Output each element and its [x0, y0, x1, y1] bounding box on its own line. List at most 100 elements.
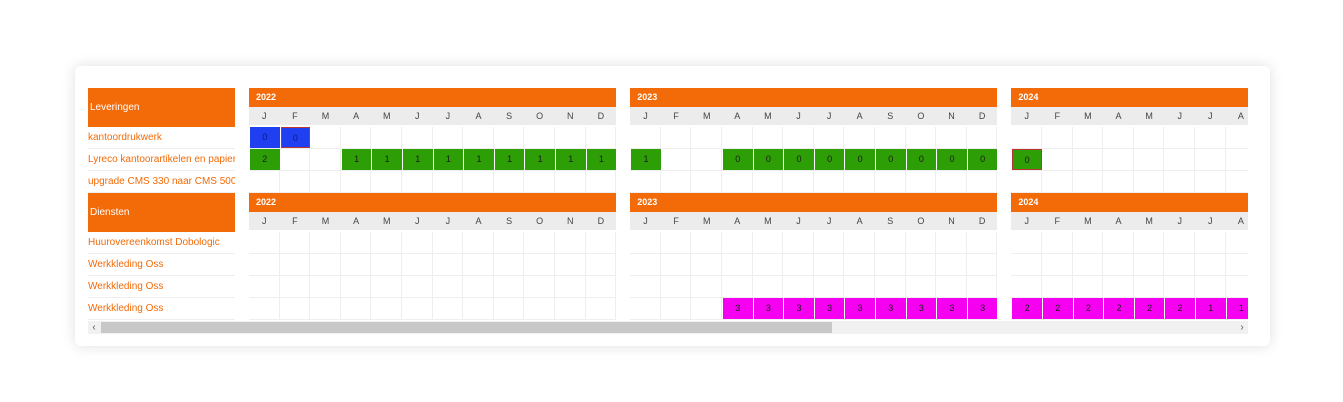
grid-cell[interactable]	[1164, 149, 1195, 171]
gantt-bar[interactable]: 1	[631, 149, 661, 170]
grid-cell[interactable]	[1011, 254, 1042, 276]
grid-cell[interactable]	[722, 276, 753, 298]
grid-cell[interactable]	[1072, 149, 1104, 171]
grid-cell[interactable]	[493, 298, 525, 320]
grid-cell[interactable]	[630, 298, 661, 320]
scrollbar-thumb[interactable]	[101, 322, 832, 333]
grid-cell[interactable]	[402, 127, 433, 149]
grid-cell[interactable]	[905, 276, 937, 298]
grid-cell[interactable]	[1103, 276, 1134, 298]
gantt-bar[interactable]: 0	[845, 149, 875, 170]
grid-cell[interactable]	[1133, 127, 1165, 149]
grid-cell[interactable]	[783, 127, 814, 149]
grid-cell[interactable]	[630, 254, 661, 276]
grid-cell[interactable]	[402, 232, 433, 254]
grid-cell[interactable]	[585, 254, 617, 276]
grid-cell[interactable]	[1133, 276, 1165, 298]
grid-cell[interactable]	[493, 276, 525, 298]
grid-cell[interactable]	[340, 298, 372, 320]
gantt-bar[interactable]: 1	[556, 149, 586, 170]
grid-cell[interactable]	[844, 232, 875, 254]
grid-cell[interactable]	[660, 127, 692, 149]
grid-cell[interactable]	[783, 276, 814, 298]
grid-cell[interactable]	[1195, 127, 1226, 149]
grid-cell[interactable]	[249, 276, 280, 298]
grid-cell[interactable]	[691, 171, 722, 193]
grid-cell[interactable]	[310, 149, 341, 171]
gantt-bar[interactable]: 2	[1165, 298, 1195, 319]
grid-cell[interactable]	[722, 254, 753, 276]
gantt-bar[interactable]: 1	[372, 149, 402, 170]
grid-cell[interactable]	[1225, 149, 1248, 171]
gantt-bar[interactable]: 1	[586, 149, 617, 170]
grid-cell[interactable]	[310, 232, 341, 254]
gantt-bar[interactable]: 3	[967, 298, 998, 319]
grid-cell[interactable]	[555, 298, 586, 320]
grid-cell[interactable]	[691, 276, 722, 298]
grid-cell[interactable]	[936, 127, 967, 149]
gantt-bar[interactable]: 0	[250, 127, 280, 148]
grid-cell[interactable]	[1103, 127, 1134, 149]
gantt-bar[interactable]: 1	[525, 149, 555, 170]
grid-cell[interactable]	[371, 276, 402, 298]
row-label-huurovereenkomst[interactable]: Huurovereenkomst Dobologic	[88, 232, 235, 254]
grid-cell[interactable]	[249, 171, 280, 193]
grid-cell[interactable]	[1011, 232, 1042, 254]
grid-cell[interactable]	[524, 276, 555, 298]
grid-cell[interactable]	[310, 127, 341, 149]
grid-cell[interactable]	[660, 232, 692, 254]
grid-cell[interactable]	[340, 254, 372, 276]
grid-cell[interactable]	[585, 127, 617, 149]
grid-cell[interactable]	[813, 232, 845, 254]
grid-cell[interactable]	[585, 232, 617, 254]
grid-cell[interactable]	[1225, 127, 1248, 149]
grid-cell[interactable]	[752, 254, 784, 276]
grid-cell[interactable]	[936, 232, 967, 254]
grid-cell[interactable]	[691, 127, 722, 149]
grid-cell[interactable]	[1042, 127, 1073, 149]
grid-cell[interactable]	[630, 232, 661, 254]
grid-cell[interactable]	[371, 127, 402, 149]
grid-cell[interactable]	[691, 149, 722, 171]
grid-cell[interactable]	[1072, 254, 1104, 276]
gantt-bar[interactable]: 0	[967, 149, 998, 170]
grid-cell[interactable]	[875, 171, 906, 193]
grid-cell[interactable]	[660, 254, 692, 276]
grid-cell[interactable]	[1072, 232, 1104, 254]
row-label-werkkleding-3[interactable]: Werkkleding Oss	[88, 298, 235, 320]
row-label-lyreco[interactable]: Lyreco kantoorartikelen en papier	[88, 149, 235, 171]
gantt-bar[interactable]: 0	[784, 149, 814, 170]
grid-cell[interactable]	[524, 298, 555, 320]
grid-cell[interactable]	[402, 254, 433, 276]
grid-cell[interactable]	[813, 171, 845, 193]
grid-cell[interactable]	[1225, 171, 1248, 193]
grid-cell[interactable]	[340, 232, 372, 254]
grid-cell[interactable]	[432, 232, 464, 254]
grid-cell[interactable]	[279, 232, 311, 254]
grid-cell[interactable]	[1225, 298, 1248, 320]
horizontal-scrollbar[interactable]: ‹ ›	[88, 321, 1248, 334]
grid-cell[interactable]	[432, 276, 464, 298]
grid-cell[interactable]	[844, 276, 875, 298]
grid-cell[interactable]	[1042, 276, 1073, 298]
gantt-bar[interactable]: 0	[753, 149, 784, 170]
grid-cell[interactable]	[524, 254, 555, 276]
grid-cell[interactable]	[340, 127, 372, 149]
grid-cell[interactable]	[249, 232, 280, 254]
grid-cell[interactable]	[660, 298, 692, 320]
row-label-kantoordrukwerk[interactable]: kantoordrukwerk	[88, 127, 235, 149]
grid-cell[interactable]	[585, 276, 617, 298]
gantt-bar[interactable]: 3	[814, 298, 845, 319]
grid-cell[interactable]	[905, 171, 937, 193]
grid-cell[interactable]	[630, 127, 661, 149]
grid-cell[interactable]	[844, 171, 875, 193]
grid-cell[interactable]	[1133, 149, 1165, 171]
grid-cell[interactable]	[875, 232, 906, 254]
grid-cell[interactable]	[783, 171, 814, 193]
grid-cell[interactable]	[279, 276, 311, 298]
row-label-upgrade-cms[interactable]: upgrade CMS 330 naar CMS 500	[88, 171, 235, 193]
row-label-werkkleding-2[interactable]: Werkkleding Oss	[88, 276, 235, 298]
grid-cell[interactable]	[555, 232, 586, 254]
grid-cell[interactable]	[432, 254, 464, 276]
grid-cell[interactable]	[875, 276, 906, 298]
